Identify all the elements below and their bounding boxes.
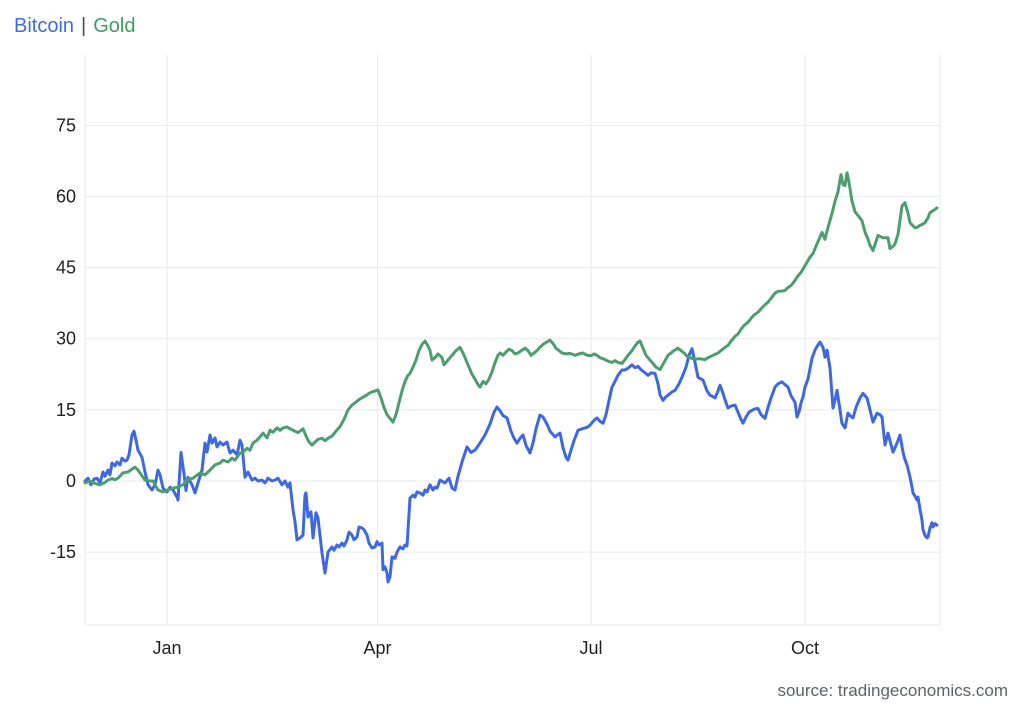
bitcoin-line[interactable]: [83, 340, 939, 584]
legend-item-gold[interactable]: Gold: [93, 15, 136, 37]
y-tick-label: 15: [56, 400, 76, 420]
x-tick-label: Apr: [363, 638, 391, 658]
y-tick-label: 30: [56, 329, 76, 349]
legend: Bitcoin | Gold: [14, 13, 135, 39]
y-tick-label: -15: [50, 542, 76, 562]
y-tick-label: 0: [66, 471, 76, 491]
axis-labels: 75 60 45 30 15 0 -15 Jan Apr Jul Oct: [50, 115, 819, 658]
y-tick-label: 45: [56, 258, 76, 278]
legend-separator: |: [81, 15, 87, 37]
x-tick-label: Jan: [152, 638, 181, 658]
legend-item-bitcoin[interactable]: Bitcoin: [14, 15, 75, 37]
y-tick-label: 75: [56, 115, 76, 135]
gold-line[interactable]: [83, 171, 939, 494]
source-note: source: tradingeconomics.com: [777, 681, 1008, 700]
gridlines: [84, 55, 941, 626]
x-tick-label: Jul: [579, 638, 602, 658]
y-tick-label: 60: [56, 186, 76, 206]
x-tick-label: Oct: [791, 638, 819, 658]
